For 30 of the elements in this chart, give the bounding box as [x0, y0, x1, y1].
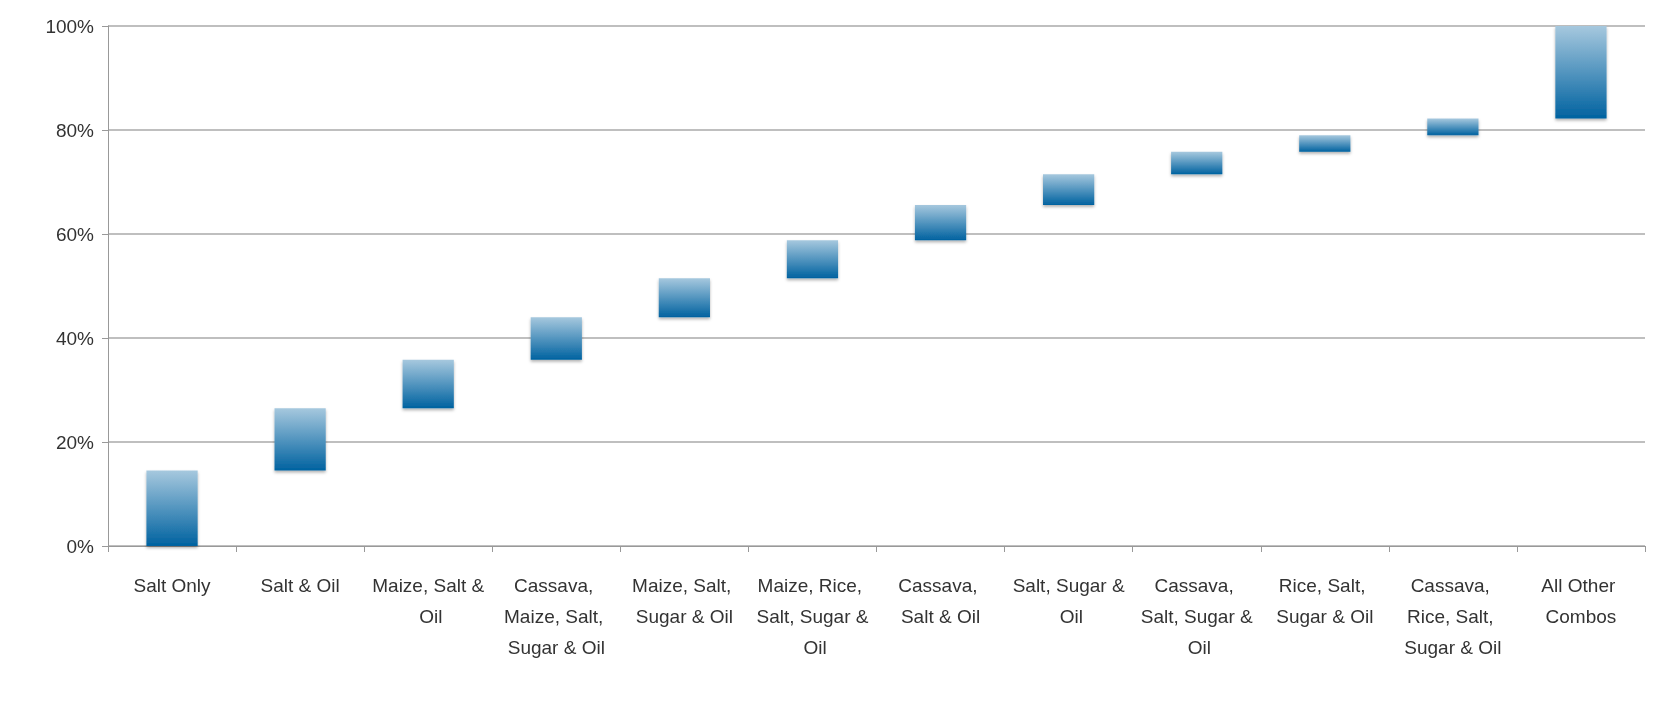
- bar: [786, 240, 839, 279]
- bar: [914, 204, 967, 241]
- y-tick-label: 20%: [55, 431, 95, 453]
- x-tick-label: Cassava, Rice, Salt, Sugar & Oil: [1404, 575, 1502, 658]
- x-tick-label: Salt, Sugar & Oil: [1012, 575, 1125, 627]
- y-tick-label: 80%: [55, 119, 95, 141]
- bar: [1555, 26, 1607, 119]
- x-tick-label: Salt Only: [133, 575, 212, 596]
- bar: [1043, 174, 1095, 205]
- bar: [658, 278, 710, 318]
- x-tick-label: All Other Combos: [1541, 575, 1621, 627]
- x-tick-label: Rice, Salt, Sugar & Oil: [1276, 575, 1374, 627]
- x-tick-label: Cassava, Maize, Salt, Sugar & Oil: [504, 575, 609, 658]
- y-tick-label: 60%: [55, 223, 95, 245]
- y-tick-label: 100%: [45, 15, 95, 37]
- x-tick-label: Cassava, Salt, Sugar & Oil: [1140, 575, 1254, 658]
- bar: [1171, 151, 1223, 175]
- y-tick-label: 40%: [55, 327, 95, 349]
- x-tick-label: Cassava, Salt & Oil: [898, 575, 983, 627]
- x-tick-label: Salt & Oil: [260, 575, 340, 596]
- x-tick-label: Maize, Salt & Oil: [372, 575, 485, 627]
- x-tick-label: Maize, Rice, Salt, Sugar & Oil: [756, 575, 869, 658]
- y-tick-label: 0%: [66, 535, 95, 557]
- bar: [530, 317, 582, 360]
- bar: [274, 408, 326, 471]
- bar: [402, 359, 454, 409]
- bar: [1299, 135, 1351, 152]
- bar: [1427, 118, 1479, 136]
- bar: [146, 470, 198, 546]
- x-tick-label: Maize, Salt, Sugar & Oil: [632, 575, 737, 627]
